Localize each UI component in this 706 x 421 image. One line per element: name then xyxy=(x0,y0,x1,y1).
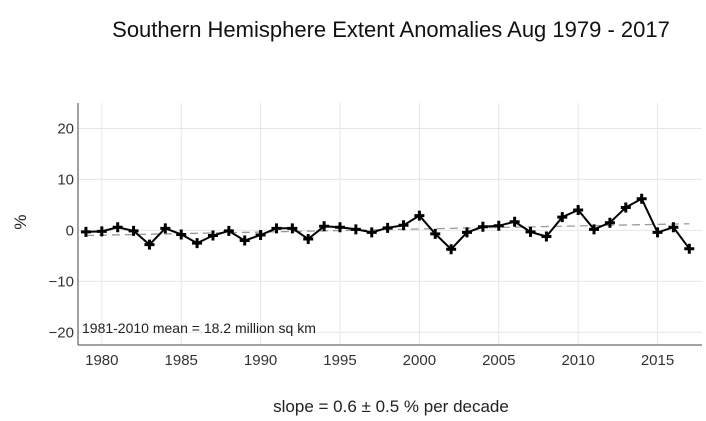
data-point xyxy=(334,222,345,233)
data-point xyxy=(509,216,520,227)
axes xyxy=(77,103,702,346)
data-point xyxy=(350,224,361,235)
tick-labels: 1980 1985 1990 1995 2000 2005 2010 201520100−10… xyxy=(49,120,675,369)
data-point xyxy=(430,228,441,239)
data-point xyxy=(477,221,488,232)
data-point xyxy=(255,229,266,240)
data-point xyxy=(207,230,218,241)
data-point xyxy=(223,225,234,236)
data-point xyxy=(620,202,631,213)
data-point xyxy=(271,223,282,234)
data-point xyxy=(604,217,615,228)
x-tick-label: 1980 xyxy=(85,352,118,369)
data-point xyxy=(144,239,155,250)
x-tick-label: 2005 xyxy=(482,352,515,369)
chart-title: Southern Hemisphere Extent Anomalies Aug… xyxy=(112,17,670,42)
data-point xyxy=(684,243,695,254)
x-tick-label: 1985 xyxy=(165,352,198,369)
data-points xyxy=(80,193,695,255)
data-point xyxy=(462,227,473,238)
data-point xyxy=(652,227,663,238)
data-point xyxy=(557,212,568,223)
y-tick-label: −10 xyxy=(49,273,74,290)
x-axis-label: slope = 0.6 ± 0.5 % per decade xyxy=(273,397,509,416)
data-point xyxy=(525,226,536,237)
y-tick-label: 20 xyxy=(57,120,74,137)
y-tick-label: 10 xyxy=(57,171,74,188)
data-point xyxy=(112,222,123,233)
data-point xyxy=(192,238,203,249)
data-point xyxy=(128,225,139,236)
y-axis-label: % xyxy=(11,214,30,229)
data-point xyxy=(382,222,393,233)
data-point xyxy=(541,231,552,242)
data-point xyxy=(319,221,330,232)
data-point xyxy=(96,226,107,237)
x-tick-label: 1990 xyxy=(244,352,277,369)
y-tick-label: 0 xyxy=(66,222,74,239)
data-point xyxy=(636,193,647,204)
data-point xyxy=(366,227,377,238)
data-point xyxy=(176,229,187,240)
x-tick-label: 2015 xyxy=(641,352,674,369)
data-point xyxy=(303,234,314,245)
data-point xyxy=(589,224,600,235)
data-point xyxy=(160,223,171,234)
data-point xyxy=(446,244,457,255)
x-tick-label: 2000 xyxy=(403,352,436,369)
data-point xyxy=(398,220,409,231)
y-tick-label: −20 xyxy=(49,324,74,341)
x-tick-label: 2010 xyxy=(561,352,594,369)
data-point xyxy=(287,223,298,234)
data-point xyxy=(668,222,679,233)
data-point xyxy=(573,204,584,215)
data-point xyxy=(239,235,250,246)
x-tick-label: 1995 xyxy=(323,352,356,369)
data-point xyxy=(80,226,91,237)
data-point xyxy=(493,220,504,231)
mean-annotation: 1981-2010 mean = 18.2 million sq km xyxy=(82,320,316,336)
data-point xyxy=(414,210,425,221)
